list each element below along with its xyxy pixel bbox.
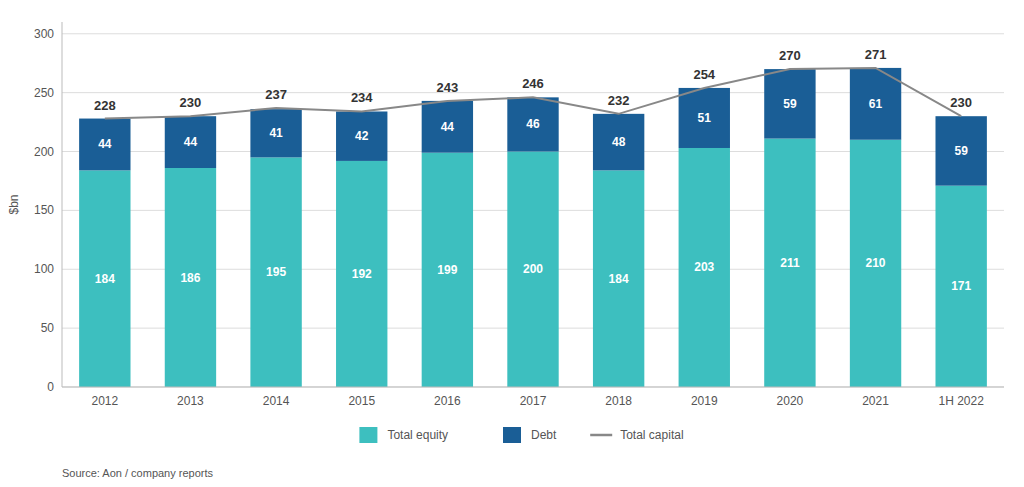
legend-label: Debt	[531, 428, 557, 442]
bar-segment	[250, 157, 301, 387]
legend-label: Total equity	[387, 428, 448, 442]
bar-segment	[250, 109, 301, 157]
bar-segment	[679, 148, 730, 387]
bar-segment	[935, 116, 986, 185]
chart: 050100150200250300$bn1841861951921992001…	[0, 0, 1024, 487]
data-label: 192	[352, 267, 372, 281]
y-tick-label: 50	[41, 321, 55, 335]
x-tick-label: 2015	[348, 394, 375, 408]
bar-segment	[935, 186, 986, 387]
x-tick-label: 1H 2022	[938, 394, 984, 408]
bar-segment	[336, 111, 387, 160]
bar-segment	[593, 114, 644, 171]
plot-area	[79, 68, 987, 387]
x-tick-label: 2017	[520, 394, 547, 408]
total-label: 232	[608, 93, 630, 108]
y-tick-label: 250	[34, 86, 54, 100]
x-tick-label: 2013	[177, 394, 204, 408]
data-label: 200	[523, 262, 543, 276]
bar-segment	[165, 168, 216, 387]
total-label: 230	[180, 95, 202, 110]
data-label: 59	[955, 144, 969, 158]
legend-swatch	[590, 434, 612, 437]
total-label: 228	[94, 98, 116, 113]
data-label: 199	[437, 263, 457, 277]
total-label: 243	[437, 80, 459, 95]
data-label: 210	[866, 256, 886, 270]
total-label: 254	[693, 67, 715, 82]
data-label: 186	[180, 271, 200, 285]
bar-segment	[593, 170, 644, 387]
bar-segment	[764, 69, 815, 138]
x-axis: 2012 2013 2014 2015 2016 2017 2018 2019 2020 2021…	[62, 387, 1004, 408]
data-label: 195	[266, 265, 286, 279]
grid-line	[62, 33, 1004, 34]
data-label: 61	[869, 97, 883, 111]
data-label: 46	[526, 117, 540, 131]
bar-segment	[764, 139, 815, 387]
data-labels: 184 186 195 192 199 200 184 203 211 210 171 44 44 41 4…	[94, 47, 972, 293]
data-label: 59	[783, 97, 797, 111]
total-label: 237	[265, 87, 287, 102]
x-tick-label: 2021	[862, 394, 889, 408]
bar-segment	[79, 119, 130, 171]
data-label: 51	[698, 111, 712, 125]
total-label: 234	[351, 90, 373, 105]
grid-line	[62, 387, 1004, 388]
bar-segment	[679, 88, 730, 148]
x-tick-label: 2020	[777, 394, 804, 408]
data-label: 48	[612, 135, 626, 149]
total-label: 270	[779, 48, 801, 63]
y-tick-label: 300	[34, 27, 54, 41]
data-label: 184	[95, 272, 115, 286]
total-label: 230	[950, 95, 972, 110]
data-label: 171	[951, 279, 971, 293]
data-label: 44	[184, 135, 198, 149]
total-label: 246	[522, 76, 544, 91]
y-tick-label: 200	[34, 145, 54, 159]
data-label: 42	[355, 129, 369, 143]
legend-swatch	[503, 427, 521, 443]
y-axis: 0 50 100 150 200 250 300	[34, 22, 1004, 394]
bar-segment	[507, 97, 558, 151]
data-label: 41	[269, 126, 283, 140]
y-tick-label: 0	[47, 380, 54, 394]
legend: Total equity Debt Total capital	[359, 427, 683, 443]
line	[105, 68, 961, 119]
x-tick-label: 2019	[691, 394, 718, 408]
bar-segment	[422, 101, 473, 153]
bar-segment	[165, 116, 216, 168]
bar-segment	[422, 153, 473, 387]
bar-segment	[336, 161, 387, 387]
source-note: Source: Aon / company reports	[62, 467, 214, 479]
legend-swatch	[359, 427, 377, 443]
x-tick-label: 2014	[263, 394, 290, 408]
x-tick-label: 2018	[605, 394, 632, 408]
x-tick-label: 2012	[91, 394, 118, 408]
y-tick-label: 150	[34, 203, 54, 217]
x-axis-line	[62, 387, 1004, 388]
data-label: 44	[98, 137, 112, 151]
y-tick-label: 100	[34, 262, 54, 276]
legend-label: Total capital	[620, 428, 683, 442]
data-label: 44	[441, 120, 455, 134]
data-label: 203	[694, 260, 714, 274]
total-label: 271	[865, 47, 887, 62]
bar-segment	[850, 140, 901, 387]
x-tick-label: 2016	[434, 394, 461, 408]
bar-segment	[507, 152, 558, 387]
y-axis-line	[62, 22, 63, 387]
data-label: 211	[780, 256, 800, 270]
bar-segment	[79, 170, 130, 387]
y-axis-label: $bn	[7, 194, 21, 214]
data-label: 184	[609, 272, 629, 286]
